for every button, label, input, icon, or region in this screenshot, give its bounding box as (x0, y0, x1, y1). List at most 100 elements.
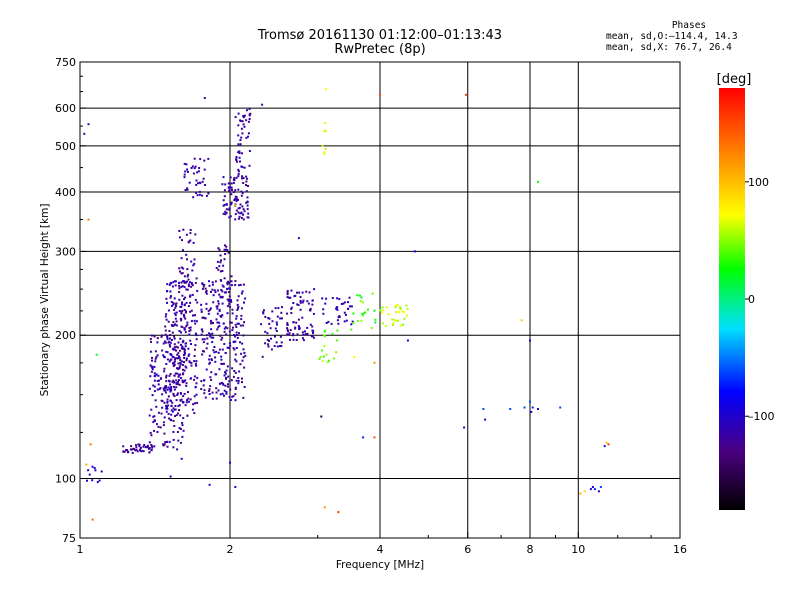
x-tick-label: 4 (377, 543, 384, 556)
data-point (237, 322, 240, 325)
data-point (241, 132, 244, 135)
data-point (240, 194, 243, 197)
data-point (188, 330, 191, 333)
data-point (184, 189, 187, 191)
data-point (234, 386, 237, 389)
data-point (180, 272, 183, 275)
data-point (298, 291, 301, 294)
data-point (225, 245, 228, 248)
data-point (324, 147, 327, 150)
data-point (156, 431, 159, 433)
data-point (225, 391, 228, 393)
data-point (170, 387, 173, 390)
data-point (177, 357, 179, 360)
data-point (184, 379, 187, 382)
data-point (299, 296, 302, 298)
data-point (196, 301, 199, 304)
data-point (274, 327, 277, 330)
data-point (189, 329, 192, 332)
data-point (138, 443, 141, 446)
data-point (223, 291, 226, 294)
data-point (233, 179, 236, 182)
data-point (367, 308, 369, 311)
data-point (87, 123, 90, 126)
data-point (153, 429, 155, 432)
data-point (148, 451, 151, 454)
data-point (142, 445, 145, 448)
data-point (172, 302, 175, 305)
data-point (183, 176, 186, 179)
data-point (178, 330, 181, 332)
data-point (357, 319, 359, 322)
data-point (239, 212, 242, 215)
data-point (223, 374, 226, 377)
data-point (225, 248, 228, 251)
data-point (343, 301, 346, 304)
data-point (91, 479, 94, 482)
data-point (162, 444, 165, 447)
data-point (222, 212, 225, 215)
data-point (179, 441, 182, 444)
data-point (135, 446, 138, 449)
data-point (182, 429, 185, 432)
data-point (210, 322, 213, 325)
data-point (242, 348, 245, 351)
data-point (213, 289, 216, 292)
data-point (279, 317, 282, 320)
data-point (189, 301, 192, 304)
grid-lines (80, 62, 680, 538)
data-point (165, 350, 168, 353)
data-point (223, 258, 226, 261)
data-point (387, 313, 390, 316)
data-point (171, 325, 174, 327)
data-point (226, 346, 229, 349)
data-point (264, 330, 267, 333)
data-point (164, 391, 167, 394)
data-point (236, 334, 238, 336)
data-point (178, 427, 181, 430)
data-point (215, 318, 218, 321)
data-point (86, 479, 88, 482)
data-point (195, 382, 198, 385)
data-point (379, 93, 381, 96)
data-point (286, 293, 289, 296)
data-point (203, 338, 206, 341)
data-point (242, 356, 245, 359)
data-point (227, 186, 230, 189)
data-point (183, 349, 186, 351)
data-point (174, 358, 176, 361)
data-point (176, 448, 179, 451)
data-point (223, 248, 226, 251)
data-point (181, 379, 184, 382)
data-point (321, 297, 324, 300)
data-point (191, 165, 194, 168)
data-point (181, 303, 183, 306)
data-point (191, 284, 194, 287)
colorbar-title: [deg] (717, 72, 752, 87)
data-point (174, 306, 177, 309)
data-point (188, 353, 191, 356)
data-point (184, 331, 187, 334)
data-point (331, 332, 334, 335)
data-point (241, 120, 244, 123)
data-point (144, 446, 147, 449)
data-point (177, 368, 180, 371)
data-point (270, 337, 272, 340)
data-point (168, 388, 171, 391)
data-point (160, 334, 163, 337)
data-point (220, 279, 223, 282)
data-point (201, 180, 204, 183)
data-point (336, 308, 339, 311)
data-point (163, 443, 166, 446)
data-point (312, 336, 315, 339)
data-point (340, 303, 343, 305)
data-point (226, 312, 229, 315)
data-point (321, 360, 324, 363)
data-point (183, 347, 186, 350)
data-point (262, 312, 265, 315)
data-point (223, 389, 226, 392)
data-point (246, 200, 249, 203)
data-point (230, 182, 233, 185)
data-point (310, 335, 313, 338)
data-point (178, 356, 181, 359)
